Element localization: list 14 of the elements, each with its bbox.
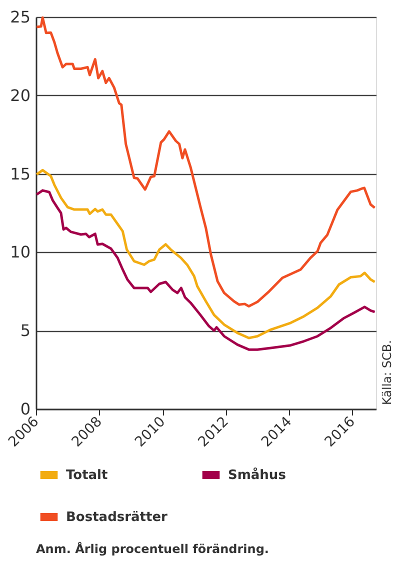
legend-label: Bostadsrätter [66,510,168,525]
text: Källa: SCB. [380,340,394,405]
y-tick-label: 10 [10,242,30,262]
line-series [35,16,376,308]
y-tick-label: 15 [10,164,30,184]
y-tick-label: 0 [20,400,30,418]
text: Anm. Årlig procentuell förändring. [36,541,269,556]
y-tick-label: 20 [10,86,30,105]
legend-label: Småhus [228,467,286,483]
line-series [35,189,376,351]
y-tick-label: 25 [10,8,30,26]
line-series [35,168,376,340]
y-tick-label: 5 [20,321,30,340]
legend-label: Totalt [66,468,108,483]
